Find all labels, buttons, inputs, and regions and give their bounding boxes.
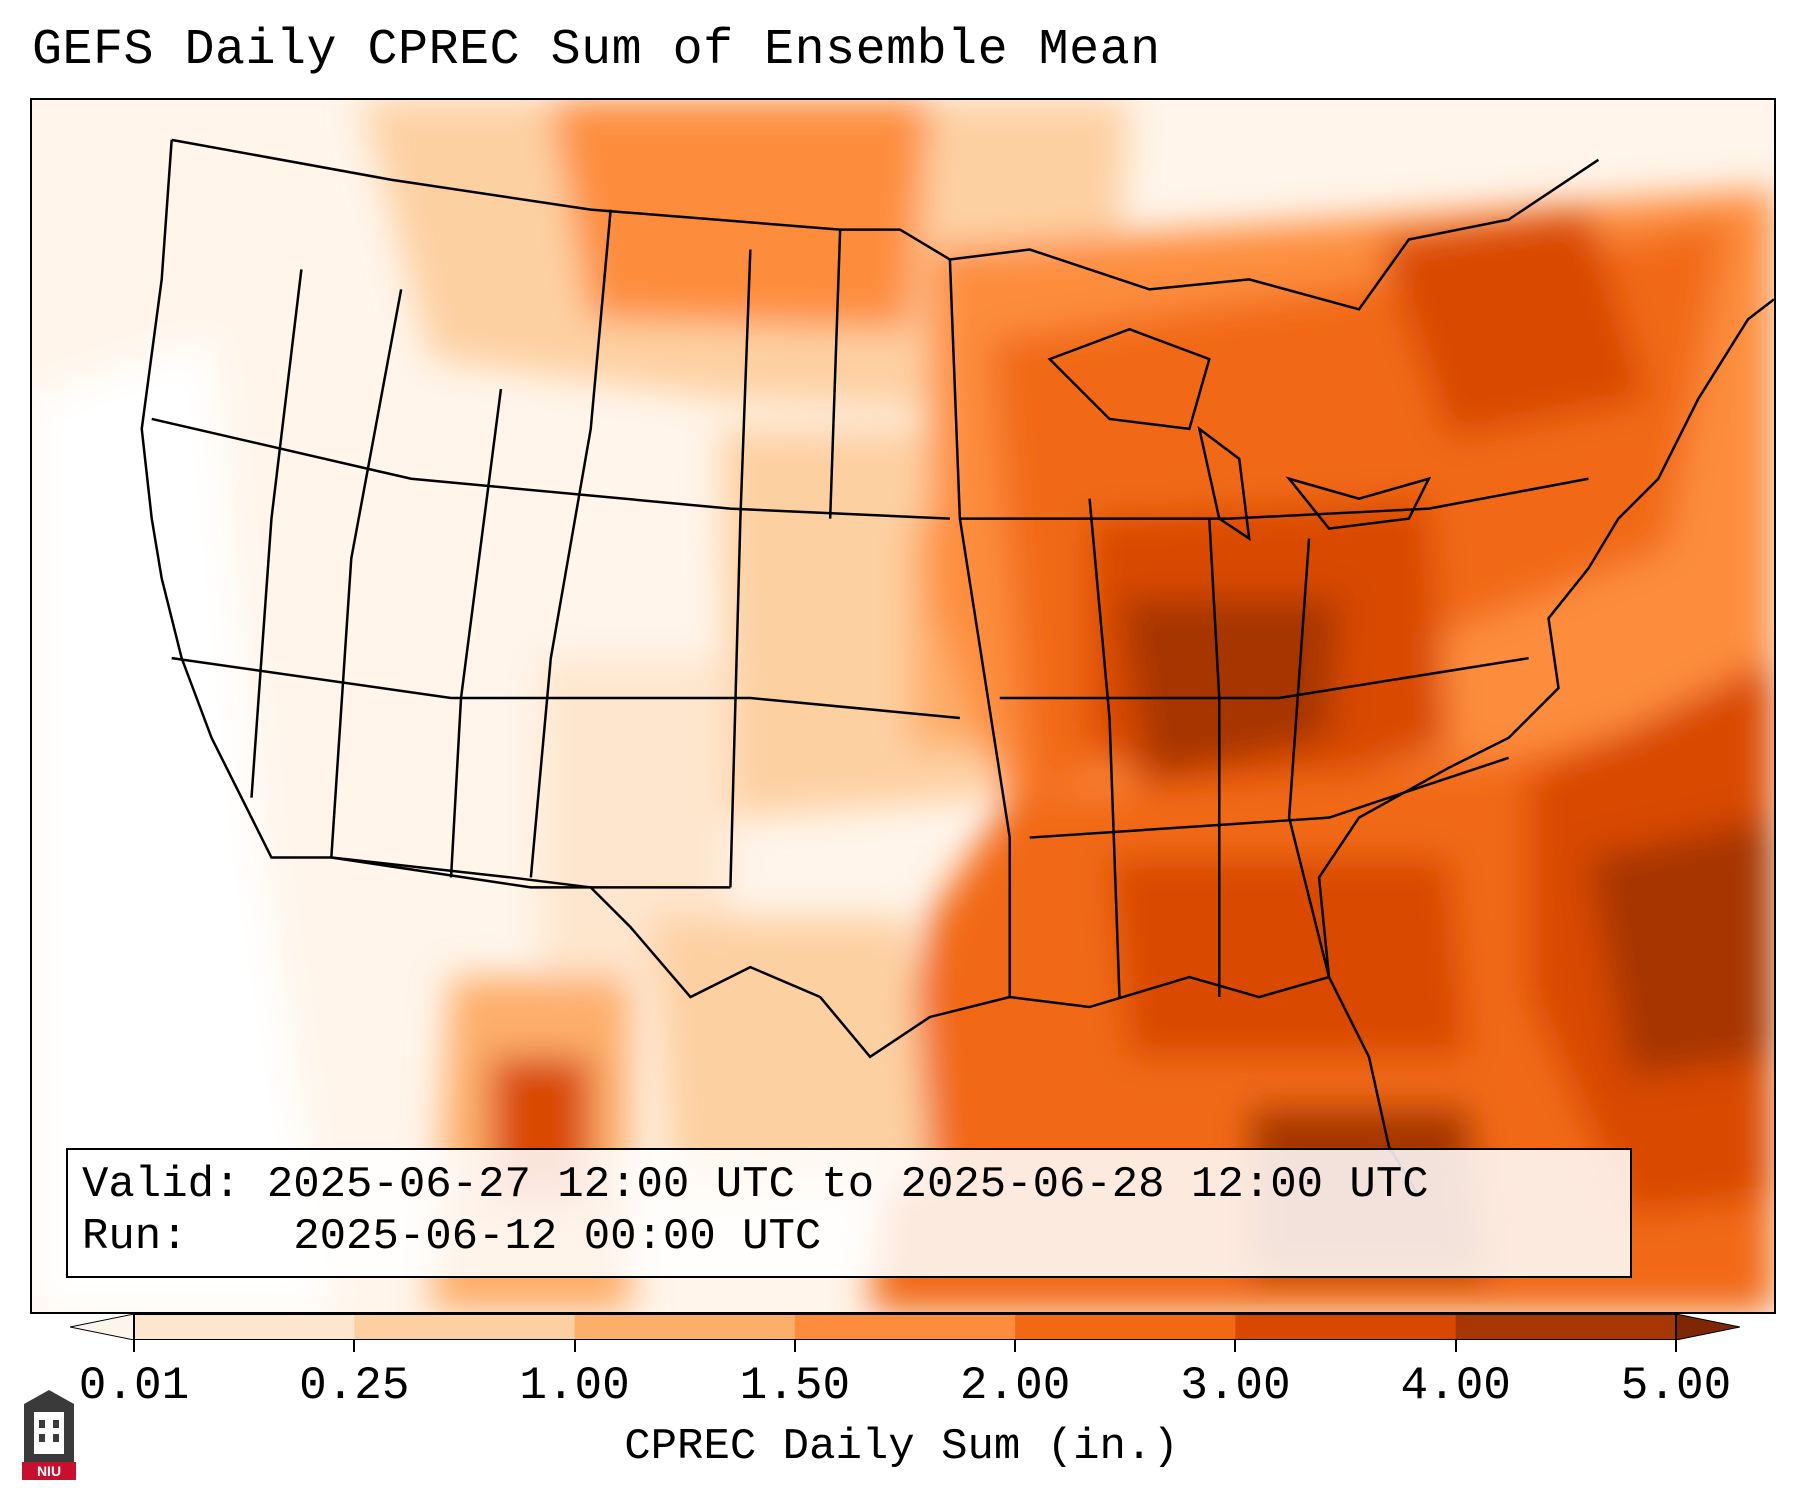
colorbar-tick-label: 1.00 xyxy=(519,1360,630,1412)
colorbar-tick-mark xyxy=(353,1340,356,1352)
colorbar-tick-mark xyxy=(133,1340,135,1352)
run-line: Run: 2025-06-12 00:00 UTC xyxy=(82,1212,821,1262)
colorbar-segment xyxy=(574,1314,796,1340)
colorbar-segment xyxy=(794,1314,1016,1340)
colorbar-segment xyxy=(1015,1314,1236,1340)
precipitation-map xyxy=(30,98,1776,1314)
colorbar-segment xyxy=(1235,1314,1457,1340)
colorbar-segment xyxy=(354,1314,576,1340)
colorbar-tick-label: 0.01 xyxy=(78,1360,190,1412)
colorbar-label: CPREC Daily Sum (in.) xyxy=(624,1422,1179,1472)
logo-text: NIU xyxy=(37,1463,61,1479)
colorbar-segment xyxy=(134,1314,355,1340)
colorbar-tick-mark xyxy=(1014,1340,1017,1352)
logo-banner xyxy=(22,1462,76,1480)
colorbar-tick-label: 0.25 xyxy=(299,1360,410,1412)
colorbar-extend-low xyxy=(70,1314,135,1340)
valid-value: 2025-06-27 12:00 UTC to 2025-06-28 12:00… xyxy=(266,1160,1429,1210)
colorbar-tick-mark xyxy=(1234,1340,1237,1352)
valid-run-info-box: Valid: 2025-06-27 12:00 UTC to 2025-06-2… xyxy=(66,1148,1632,1278)
colorbar-tick-mark xyxy=(793,1340,796,1352)
colorbar-tick-label: 4.00 xyxy=(1400,1360,1511,1412)
niu-logo: NIU xyxy=(22,1390,76,1480)
valid-label: Valid: xyxy=(82,1160,241,1210)
run-label: Run: xyxy=(82,1212,188,1262)
colorbar-tick-label: 3.00 xyxy=(1180,1360,1291,1412)
logo-building xyxy=(34,1412,64,1454)
colorbar-tick-label: 5.00 xyxy=(1620,1360,1732,1412)
colorbar-frame xyxy=(133,1314,1677,1340)
colorbar-extend-high xyxy=(1675,1314,1740,1340)
map-canvas xyxy=(32,100,1774,1312)
colorbar-tick-mark xyxy=(573,1340,576,1352)
colorbar xyxy=(70,1314,1740,1340)
valid-line: Valid: 2025-06-27 12:00 UTC to 2025-06-2… xyxy=(82,1160,1429,1210)
colorbar-segment xyxy=(1455,1314,1677,1340)
run-value: 2025-06-12 00:00 UTC xyxy=(293,1212,822,1262)
colorbar-tick-label: 1.50 xyxy=(739,1360,851,1412)
colorbar-tick-mark xyxy=(1675,1340,1677,1352)
colorbar-tick-mark xyxy=(1454,1340,1457,1352)
map-title: GEFS Daily CPREC Sum of Ensemble Mean xyxy=(32,22,1161,79)
colorbar-tick-label: 2.00 xyxy=(959,1360,1071,1412)
